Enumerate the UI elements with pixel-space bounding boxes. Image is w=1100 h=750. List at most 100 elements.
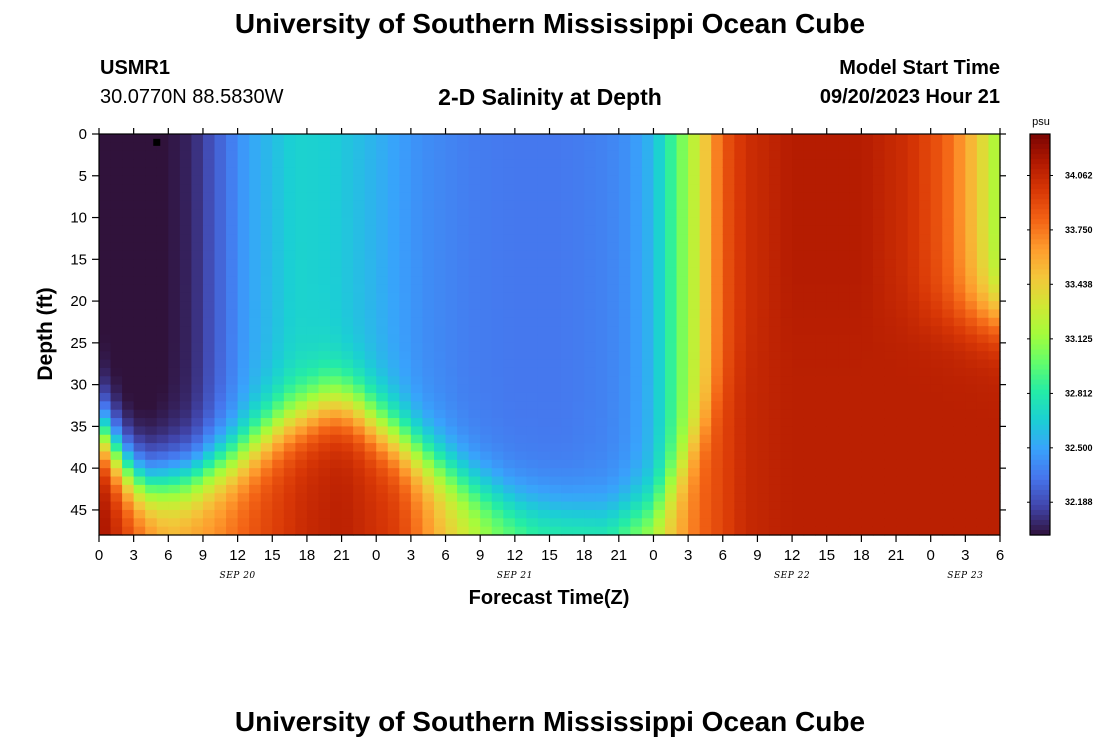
heatmap-cell: [376, 217, 389, 227]
heatmap-cell: [226, 234, 239, 244]
heatmap-cell: [757, 284, 770, 294]
heatmap-cell: [156, 159, 169, 169]
heatmap-cell: [734, 234, 747, 244]
heatmap-cell: [306, 192, 320, 202]
heatmap-cell: [618, 409, 631, 419]
heatmap-cell: [630, 409, 643, 419]
heatmap-cell: [410, 434, 424, 444]
heatmap-cell: [399, 334, 412, 344]
heatmap-cell: [653, 426, 666, 436]
heatmap-cell: [722, 451, 735, 461]
plot-title: 2-D Salinity at Depth: [438, 84, 662, 110]
heatmap-cell: [491, 192, 504, 202]
heatmap-cell: [561, 518, 574, 528]
heatmap-cell: [584, 276, 597, 285]
heatmap-cell: [584, 418, 597, 427]
heatmap-cell: [561, 309, 574, 319]
heatmap-cell: [607, 501, 620, 511]
heatmap-cell: [387, 409, 400, 419]
heatmap-cell: [584, 509, 597, 519]
heatmap-cell: [919, 184, 932, 194]
heatmap-cell: [826, 392, 839, 402]
heatmap-cell: [792, 434, 805, 444]
heatmap-cell: [688, 443, 701, 453]
heatmap-cell: [249, 309, 262, 319]
heatmap-cell: [907, 209, 920, 219]
heatmap-cell: [503, 134, 516, 143]
heatmap-cell: [919, 451, 932, 461]
heatmap-cell: [179, 451, 193, 461]
heatmap-cell: [803, 301, 816, 311]
heatmap-cell: [179, 418, 193, 427]
heatmap-cell: [549, 409, 562, 419]
heatmap-cell: [676, 418, 689, 427]
heatmap-cell: [353, 451, 366, 461]
heatmap-cell: [168, 418, 181, 427]
heatmap-cell: [99, 384, 112, 394]
heatmap-cell: [191, 376, 204, 386]
heatmap-cell: [410, 418, 424, 427]
heatmap-cell: [595, 317, 608, 327]
heatmap-cell: [861, 426, 874, 436]
heatmap-cell: [942, 259, 955, 269]
heatmap-cell: [584, 317, 597, 327]
heatmap-cell: [884, 134, 897, 143]
heatmap-cell: [688, 334, 701, 344]
heatmap-cell: [665, 409, 678, 419]
heatmap-cell: [457, 142, 470, 152]
heatmap-cell: [249, 426, 262, 436]
heatmap-cell: [953, 451, 966, 461]
heatmap-cell: [872, 392, 886, 402]
heatmap-cell: [260, 434, 273, 444]
heatmap-cell: [618, 184, 631, 194]
heatmap-cell: [584, 359, 597, 369]
heatmap-cell: [168, 292, 181, 302]
heatmap-cell: [896, 259, 909, 269]
heatmap-cell: [815, 309, 828, 319]
heatmap-cell: [618, 259, 631, 269]
heatmap-cell: [433, 401, 447, 411]
heatmap-cell: [699, 284, 712, 294]
heatmap-cell: [734, 326, 747, 336]
heatmap-cell: [168, 250, 181, 260]
heatmap-cell: [676, 134, 689, 143]
heatmap-cell: [745, 292, 759, 302]
heatmap-cell: [376, 526, 389, 536]
heatmap-cell: [549, 418, 562, 427]
heatmap-cell: [283, 250, 296, 260]
heatmap-cell: [953, 150, 966, 160]
heatmap-cell: [468, 451, 481, 461]
heatmap-cell: [410, 284, 424, 294]
heatmap-cell: [907, 200, 920, 210]
heatmap-cell: [584, 309, 597, 319]
heatmap-cell: [399, 434, 412, 444]
heatmap-cell: [826, 150, 839, 160]
heatmap-cell: [122, 443, 135, 453]
heatmap-cell: [745, 459, 759, 469]
heatmap-cell: [145, 250, 158, 260]
heatmap-cell: [399, 250, 412, 260]
heatmap-cell: [618, 134, 631, 143]
heatmap-cell: [826, 509, 839, 519]
heatmap-cell: [838, 184, 851, 194]
heatmap-cell: [595, 250, 608, 260]
heatmap-cell: [537, 334, 551, 344]
heatmap-cell: [838, 459, 851, 469]
heatmap-cell: [561, 367, 574, 377]
heatmap-cell: [803, 418, 816, 427]
heatmap-cell: [953, 184, 966, 194]
heatmap-cell: [711, 359, 724, 369]
heatmap-cell: [133, 150, 146, 160]
heatmap-cell: [688, 225, 701, 235]
heatmap-cell: [942, 426, 955, 436]
heatmap-cell: [330, 276, 343, 285]
heatmap-cell: [191, 250, 204, 260]
heatmap-cell: [202, 526, 216, 536]
heatmap-cell: [792, 225, 805, 235]
heatmap-cell: [722, 225, 735, 235]
heatmap-cell: [133, 459, 146, 469]
heatmap-cell: [618, 367, 631, 377]
heatmap-cell: [792, 167, 805, 177]
heatmap-cell: [699, 209, 712, 219]
heatmap-cell: [306, 418, 320, 427]
